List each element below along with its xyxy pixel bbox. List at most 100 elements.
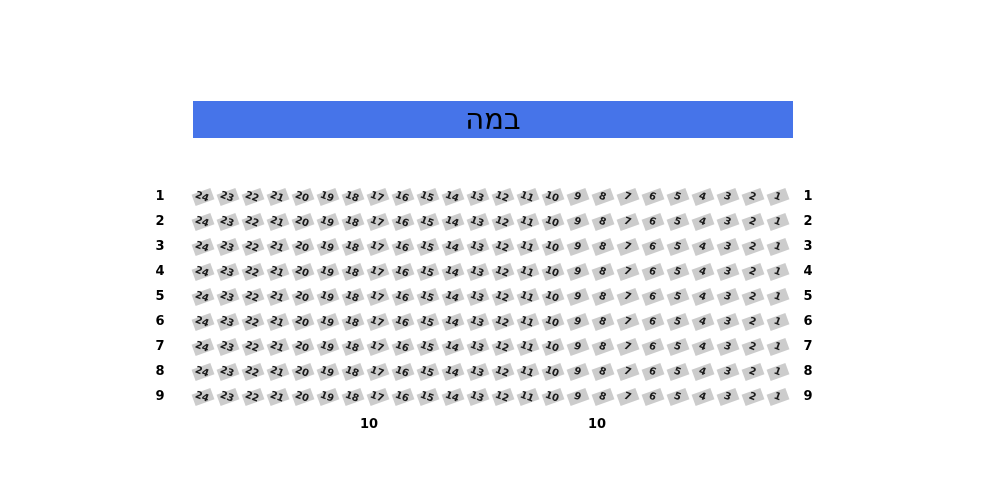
seat-row4-num22[interactable]: 22 xyxy=(240,259,265,284)
seat-row9-num13[interactable]: 13 xyxy=(465,384,490,409)
seat-row1-num24[interactable]: 24 xyxy=(190,184,215,209)
seat-row5-num22[interactable]: 22 xyxy=(240,284,265,309)
seat-row6-num19[interactable]: 19 xyxy=(315,309,340,334)
seat-row8-num16[interactable]: 16 xyxy=(390,359,415,384)
seat-row5-num21[interactable]: 21 xyxy=(265,284,290,309)
seat-row1-num14[interactable]: 14 xyxy=(440,184,465,209)
seat-row1-num22[interactable]: 22 xyxy=(240,184,265,209)
seat-row5-num1[interactable]: 1 xyxy=(765,284,790,309)
seat-row3-num5[interactable]: 5 xyxy=(665,234,690,259)
seat-row3-num2[interactable]: 2 xyxy=(740,234,765,259)
seat-row8-num14[interactable]: 14 xyxy=(440,359,465,384)
seat-row3-num21[interactable]: 21 xyxy=(265,234,290,259)
seat-row1-num2[interactable]: 2 xyxy=(740,184,765,209)
seat-row1-num5[interactable]: 5 xyxy=(665,184,690,209)
seat-row7-num14[interactable]: 14 xyxy=(440,334,465,359)
seat-row8-num17[interactable]: 17 xyxy=(365,359,390,384)
seat-row2-num18[interactable]: 18 xyxy=(340,209,365,234)
seat-row5-num15[interactable]: 15 xyxy=(415,284,440,309)
seat-row3-num14[interactable]: 14 xyxy=(440,234,465,259)
seat-row1-num13[interactable]: 13 xyxy=(465,184,490,209)
seat-row4-num23[interactable]: 23 xyxy=(215,259,240,284)
seat-row7-num20[interactable]: 20 xyxy=(290,334,315,359)
seat-row2-num23[interactable]: 23 xyxy=(215,209,240,234)
seat-row7-num19[interactable]: 19 xyxy=(315,334,340,359)
seat-row3-num9[interactable]: 9 xyxy=(565,234,590,259)
seat-row2-num15[interactable]: 15 xyxy=(415,209,440,234)
seat-row2-num2[interactable]: 2 xyxy=(740,209,765,234)
seat-row6-num2[interactable]: 2 xyxy=(740,309,765,334)
seat-row8-num20[interactable]: 20 xyxy=(290,359,315,384)
seat-row9-num9[interactable]: 9 xyxy=(565,384,590,409)
seat-row4-num12[interactable]: 12 xyxy=(490,259,515,284)
seat-row8-num10[interactable]: 10 xyxy=(540,359,565,384)
seat-row4-num8[interactable]: 8 xyxy=(590,259,615,284)
seat-row5-num20[interactable]: 20 xyxy=(290,284,315,309)
seat-row1-num1[interactable]: 1 xyxy=(765,184,790,209)
seat-row3-num22[interactable]: 22 xyxy=(240,234,265,259)
seat-row3-num1[interactable]: 1 xyxy=(765,234,790,259)
seat-row6-num3[interactable]: 3 xyxy=(715,309,740,334)
seat-row7-num6[interactable]: 6 xyxy=(640,334,665,359)
seat-row9-num23[interactable]: 23 xyxy=(215,384,240,409)
seat-row8-num9[interactable]: 9 xyxy=(565,359,590,384)
seat-row8-num13[interactable]: 13 xyxy=(465,359,490,384)
seat-row8-num12[interactable]: 12 xyxy=(490,359,515,384)
seat-row3-num13[interactable]: 13 xyxy=(465,234,490,259)
seat-row2-num11[interactable]: 11 xyxy=(515,209,540,234)
seat-row4-num2[interactable]: 2 xyxy=(740,259,765,284)
seat-row2-num6[interactable]: 6 xyxy=(640,209,665,234)
seat-row5-num8[interactable]: 8 xyxy=(590,284,615,309)
seat-row5-num2[interactable]: 2 xyxy=(740,284,765,309)
seat-row1-num3[interactable]: 3 xyxy=(715,184,740,209)
seat-row5-num12[interactable]: 12 xyxy=(490,284,515,309)
seat-row9-num11[interactable]: 11 xyxy=(515,384,540,409)
seat-row1-num10[interactable]: 10 xyxy=(540,184,565,209)
seat-row7-num2[interactable]: 2 xyxy=(740,334,765,359)
seat-row4-num5[interactable]: 5 xyxy=(665,259,690,284)
seat-row3-num6[interactable]: 6 xyxy=(640,234,665,259)
seat-row6-num23[interactable]: 23 xyxy=(215,309,240,334)
seat-row4-num11[interactable]: 11 xyxy=(515,259,540,284)
seat-row4-num14[interactable]: 14 xyxy=(440,259,465,284)
seat-row7-num10[interactable]: 10 xyxy=(540,334,565,359)
seat-row1-num12[interactable]: 12 xyxy=(490,184,515,209)
seat-row9-num17[interactable]: 17 xyxy=(365,384,390,409)
seat-row6-num15[interactable]: 15 xyxy=(415,309,440,334)
seat-row5-num13[interactable]: 13 xyxy=(465,284,490,309)
seat-row4-num7[interactable]: 7 xyxy=(615,259,640,284)
seat-row8-num11[interactable]: 11 xyxy=(515,359,540,384)
seat-row2-num22[interactable]: 22 xyxy=(240,209,265,234)
seat-row9-num10[interactable]: 10 xyxy=(540,384,565,409)
seat-row3-num10[interactable]: 10 xyxy=(540,234,565,259)
seat-row6-num5[interactable]: 5 xyxy=(665,309,690,334)
seat-row4-num15[interactable]: 15 xyxy=(415,259,440,284)
seat-row4-num9[interactable]: 9 xyxy=(565,259,590,284)
seat-row5-num4[interactable]: 4 xyxy=(690,284,715,309)
seat-row3-num20[interactable]: 20 xyxy=(290,234,315,259)
seat-row3-num3[interactable]: 3 xyxy=(715,234,740,259)
seat-row3-num24[interactable]: 24 xyxy=(190,234,215,259)
seat-row6-num12[interactable]: 12 xyxy=(490,309,515,334)
seat-row8-num2[interactable]: 2 xyxy=(740,359,765,384)
seat-row5-num19[interactable]: 19 xyxy=(315,284,340,309)
seat-row2-num9[interactable]: 9 xyxy=(565,209,590,234)
seat-row9-num20[interactable]: 20 xyxy=(290,384,315,409)
seat-row2-num20[interactable]: 20 xyxy=(290,209,315,234)
seat-row2-num19[interactable]: 19 xyxy=(315,209,340,234)
seat-row6-num21[interactable]: 21 xyxy=(265,309,290,334)
seat-row9-num2[interactable]: 2 xyxy=(740,384,765,409)
seat-row7-num22[interactable]: 22 xyxy=(240,334,265,359)
seat-row2-num17[interactable]: 17 xyxy=(365,209,390,234)
seat-row7-num8[interactable]: 8 xyxy=(590,334,615,359)
seat-row1-num23[interactable]: 23 xyxy=(215,184,240,209)
seat-row9-num24[interactable]: 24 xyxy=(190,384,215,409)
seat-row2-num14[interactable]: 14 xyxy=(440,209,465,234)
seat-row6-num4[interactable]: 4 xyxy=(690,309,715,334)
seat-row4-num19[interactable]: 19 xyxy=(315,259,340,284)
seat-row3-num23[interactable]: 23 xyxy=(215,234,240,259)
seat-row5-num10[interactable]: 10 xyxy=(540,284,565,309)
seat-row9-num18[interactable]: 18 xyxy=(340,384,365,409)
seat-row6-num14[interactable]: 14 xyxy=(440,309,465,334)
seat-row5-num17[interactable]: 17 xyxy=(365,284,390,309)
